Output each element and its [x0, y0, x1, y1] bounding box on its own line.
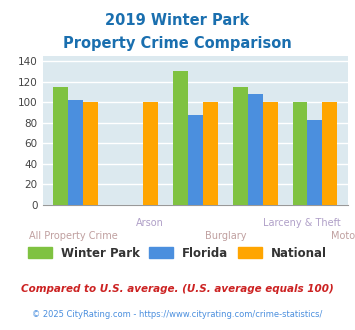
Bar [143, 102, 158, 205]
Text: © 2025 CityRating.com - https://www.cityrating.com/crime-statistics/: © 2025 CityRating.com - https://www.city… [32, 310, 323, 319]
Bar [322, 102, 337, 205]
Text: Arson: Arson [136, 218, 163, 228]
Bar [188, 115, 203, 205]
Bar [293, 102, 307, 205]
Text: All Property Crime: All Property Crime [29, 231, 118, 241]
Text: Motor Vehicle Theft: Motor Vehicle Theft [331, 231, 355, 241]
Bar [83, 102, 98, 205]
Text: 2019 Winter Park: 2019 Winter Park [105, 13, 250, 28]
Bar [248, 94, 263, 205]
Text: Burglary: Burglary [205, 231, 246, 241]
Legend: Winter Park, Florida, National: Winter Park, Florida, National [28, 247, 327, 260]
Text: Compared to U.S. average. (U.S. average equals 100): Compared to U.S. average. (U.S. average … [21, 284, 334, 294]
Bar [233, 87, 248, 205]
Bar [307, 119, 322, 205]
Bar [68, 100, 83, 205]
Bar [173, 72, 188, 205]
Text: Larceny & Theft: Larceny & Theft [263, 218, 341, 228]
Text: Property Crime Comparison: Property Crime Comparison [63, 36, 292, 51]
Bar [263, 102, 278, 205]
Bar [203, 102, 218, 205]
Bar [53, 87, 68, 205]
